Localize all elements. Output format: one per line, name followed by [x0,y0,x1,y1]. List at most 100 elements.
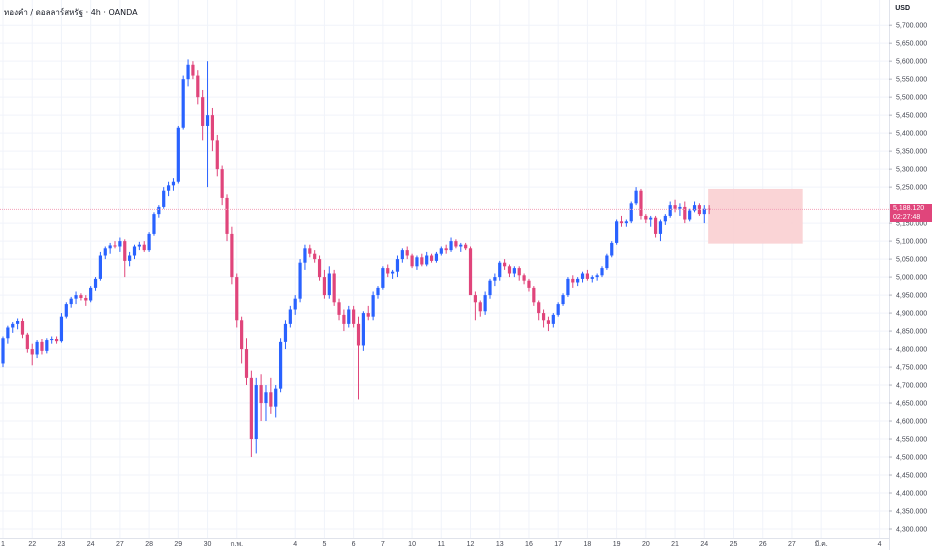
highlight-zone-layer [708,188,803,244]
time-tick-label: 29 [174,541,182,548]
candle-body [6,327,10,339]
time-tick-label: 23 [58,541,66,548]
candle-body [308,248,312,254]
highlight-zone [708,188,803,244]
candle-body [89,287,93,301]
price-tick-label: 4,750.000 [896,365,927,372]
candle-body [600,268,604,276]
candle [303,244,307,270]
price-tick-label: 5,650.000 [896,41,927,48]
candle-body [527,280,531,288]
candle-body [634,190,638,204]
candle [629,201,633,224]
candle-body [313,253,317,260]
candle-body [274,388,278,407]
time-tick-label: 19 [613,541,621,548]
candle [93,277,98,291]
candle [566,277,570,297]
candle-body [352,309,356,324]
candle [196,70,200,105]
price-axis-panel [889,0,932,550]
candle-body [132,246,137,256]
candle-body [585,273,589,279]
candle-body [425,255,429,265]
candle-body [50,338,54,341]
candle-body [522,275,526,281]
symbol-title[interactable]: ทองคำ / ดอลลาร์สหรัฐ · 4h · OANDA [4,8,138,17]
candle [590,275,594,283]
candle-body [230,233,234,278]
candle [707,205,711,215]
candle-body [54,338,59,342]
price-tick-label: 4,400.000 [896,491,927,498]
candle [478,300,482,317]
candle-body [11,323,15,328]
candle [293,295,297,315]
candle-body [512,268,516,274]
candle [64,302,68,319]
candle-body [551,314,555,324]
candle-body [629,203,633,222]
candle [673,199,677,213]
candle [395,255,400,278]
price-tick-label: 4,350.000 [896,509,927,516]
bar-countdown-label: 02:27:48 [890,213,932,223]
price-tick-label: 4,950.000 [896,293,927,300]
candle [176,125,180,184]
candle-body [473,295,477,303]
candle [186,59,190,87]
candle [473,291,477,321]
candle [59,313,64,343]
candle-body [361,313,365,346]
candle [454,239,458,249]
time-tick-label: 30 [204,541,212,548]
candle [556,302,560,317]
candle-body [298,262,302,299]
price-tick-label: 5,350.000 [896,149,927,156]
price-tick-label: 5,450.000 [896,113,927,120]
candle [288,305,292,328]
candle [634,187,638,206]
candle-body [64,304,68,317]
candle [600,266,604,278]
candle [84,295,88,306]
candle-body [196,75,200,98]
candle-body [215,140,219,170]
candle-body [478,302,482,312]
candle-body [186,64,190,80]
candle [108,242,112,254]
candle-body [615,221,619,243]
candle [366,305,370,321]
candle [541,309,546,328]
price-tick-label: 5,300.000 [896,167,927,174]
candle-body [692,205,697,211]
candle-body [503,262,507,267]
candle-body [152,214,156,234]
candle [639,188,643,220]
candle [254,377,258,454]
candle [585,269,589,281]
time-tick-label: 11 [438,541,445,548]
candle [439,246,443,256]
candle-body [332,273,336,303]
price-tick-label: 4,600.000 [896,419,927,426]
price-tick-label: 4,650.000 [896,401,927,408]
candle [483,291,487,315]
candle-body [337,302,341,315]
candle [40,338,44,355]
candle-body [240,320,244,350]
candle [147,232,151,252]
candle [11,322,15,333]
currency-label[interactable]: USD [895,5,910,12]
candle-body [225,197,229,234]
candle-body [147,233,151,251]
candle [361,311,365,351]
candle [278,338,283,393]
candle-body [317,259,322,278]
time-tick-label: 17 [554,541,562,548]
time-tick-label: 27 [116,541,124,548]
candle-body [556,304,560,315]
grid-layer [0,0,889,538]
